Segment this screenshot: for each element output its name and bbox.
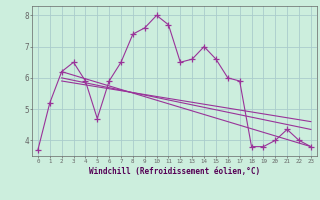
X-axis label: Windchill (Refroidissement éolien,°C): Windchill (Refroidissement éolien,°C): [89, 167, 260, 176]
